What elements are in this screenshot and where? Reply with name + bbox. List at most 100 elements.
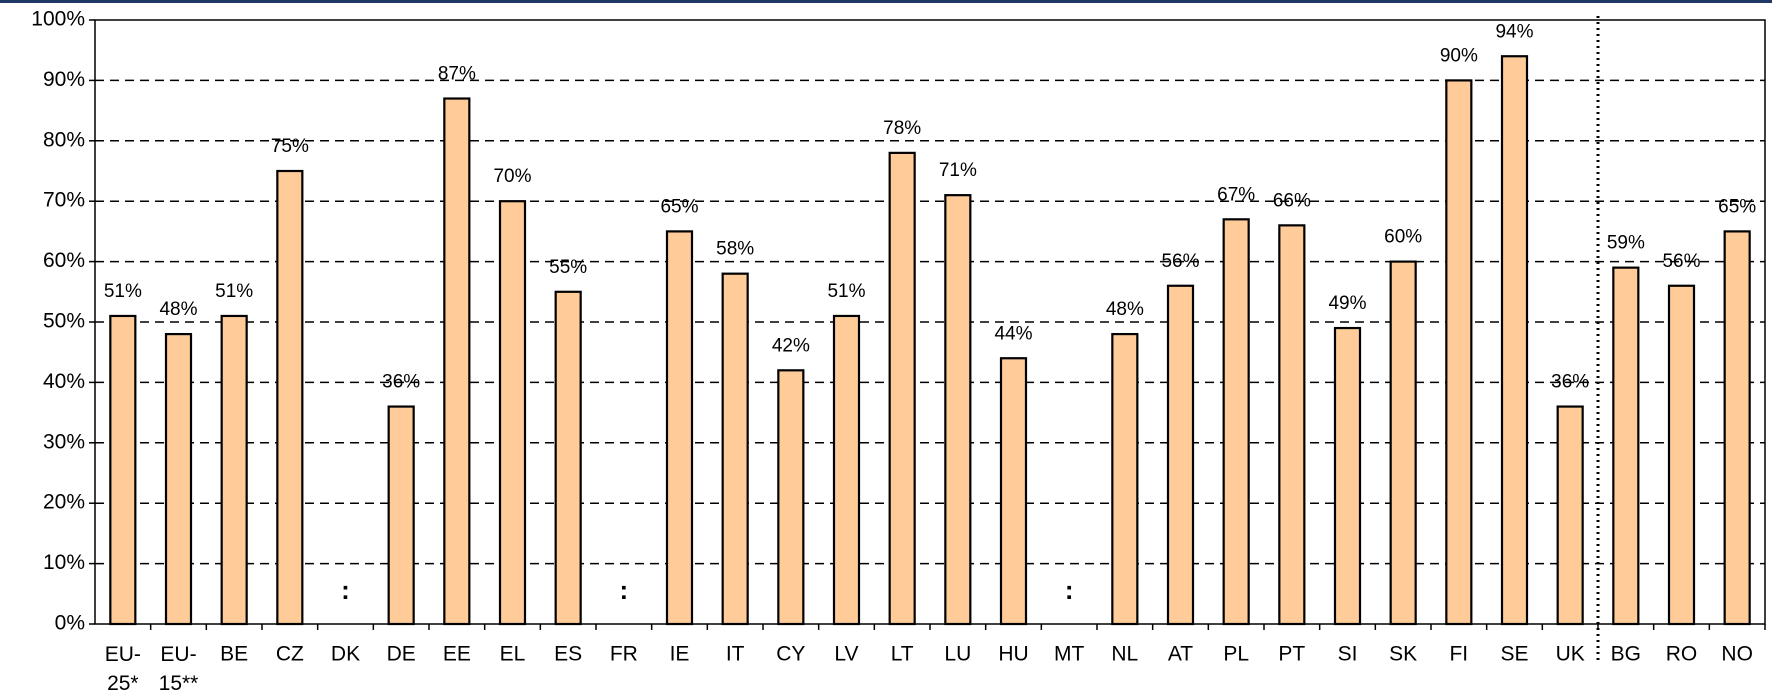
bar bbox=[1556, 405, 1584, 626]
x-tick-label: NO bbox=[1721, 643, 1753, 666]
x-tick-label-line: EU- bbox=[160, 643, 196, 666]
value-label: 67% bbox=[1217, 184, 1255, 205]
x-tick-label: IE bbox=[670, 643, 690, 666]
value-label: 44% bbox=[994, 323, 1032, 344]
y-tick-label: 0% bbox=[55, 612, 85, 635]
value-label: 36% bbox=[382, 372, 420, 393]
x-tick-label: DK bbox=[331, 643, 360, 666]
x-tick-label-line: 25* bbox=[107, 672, 139, 695]
x-tick-label: SK bbox=[1389, 643, 1417, 666]
bar bbox=[665, 230, 694, 626]
x-tick-label: FI bbox=[1449, 643, 1468, 666]
value-label: 58% bbox=[716, 239, 754, 260]
x-tick-label: EU- 25* bbox=[105, 643, 141, 695]
top-border bbox=[0, 0, 1772, 3]
value-label: 55% bbox=[549, 257, 587, 278]
bar bbox=[164, 332, 193, 626]
x-tick-label: EU- 15** bbox=[159, 643, 199, 695]
value-label: : bbox=[341, 575, 350, 605]
bar bbox=[1389, 260, 1417, 626]
value-label: 56% bbox=[1161, 251, 1199, 272]
bar bbox=[1500, 55, 1529, 626]
bar bbox=[1111, 332, 1139, 626]
x-tick-label: RO bbox=[1666, 643, 1698, 666]
x-tick-label: EE bbox=[443, 643, 471, 666]
y-tick-label: 80% bbox=[43, 128, 85, 151]
bar bbox=[1333, 326, 1362, 626]
y-tick-label: 60% bbox=[43, 249, 85, 272]
value-label: 42% bbox=[772, 335, 810, 356]
bar bbox=[443, 97, 471, 626]
value-label: 90% bbox=[1440, 45, 1478, 66]
value-label: 65% bbox=[660, 196, 698, 217]
x-tick-label: LT bbox=[891, 643, 914, 666]
x-tick-label: CZ bbox=[276, 643, 304, 666]
x-tick-label: AT bbox=[1168, 643, 1193, 666]
y-tick-label: 90% bbox=[43, 68, 85, 91]
value-label: 49% bbox=[1328, 293, 1366, 314]
value-label: 51% bbox=[104, 281, 142, 302]
x-tick-label: MT bbox=[1054, 643, 1084, 666]
value-label: 59% bbox=[1607, 233, 1645, 254]
value-label: 87% bbox=[438, 64, 476, 85]
x-tick-label: DE bbox=[387, 643, 416, 666]
y-tick-label: 10% bbox=[43, 551, 85, 574]
value-label: 78% bbox=[883, 118, 921, 139]
value-label: 36% bbox=[1551, 372, 1589, 393]
bar bbox=[1222, 218, 1250, 626]
bar bbox=[554, 290, 582, 626]
value-label: 51% bbox=[827, 281, 865, 302]
x-tick-label: BG bbox=[1611, 643, 1641, 666]
x-tick-label: HU bbox=[998, 643, 1028, 666]
bar bbox=[721, 272, 749, 626]
bar bbox=[1667, 284, 1696, 626]
x-tick-label: SE bbox=[1500, 643, 1528, 666]
bar bbox=[999, 357, 1028, 626]
x-tick-label: FR bbox=[610, 643, 638, 666]
bar bbox=[1278, 224, 1306, 626]
x-tick-label: NL bbox=[1111, 643, 1138, 666]
value-label: 94% bbox=[1495, 21, 1533, 42]
value-label: 71% bbox=[939, 160, 977, 181]
y-tick-label: 40% bbox=[43, 370, 85, 393]
x-tick-label-line: 15** bbox=[159, 672, 199, 695]
value-label: : bbox=[619, 575, 628, 605]
bar bbox=[276, 169, 304, 626]
value-label: 65% bbox=[1718, 196, 1756, 217]
bar bbox=[387, 405, 415, 626]
x-tick-label: BE bbox=[220, 643, 248, 666]
bar bbox=[832, 314, 861, 626]
bar bbox=[777, 369, 805, 626]
value-label: 70% bbox=[493, 166, 531, 187]
x-tick-label: PL bbox=[1223, 643, 1249, 666]
bar bbox=[498, 200, 527, 626]
value-label: 51% bbox=[215, 281, 253, 302]
value-label: 66% bbox=[1273, 190, 1311, 211]
bar bbox=[220, 314, 248, 626]
bar bbox=[944, 194, 972, 626]
x-tick-label: UK bbox=[1556, 643, 1585, 666]
bar bbox=[1445, 79, 1473, 626]
x-tick-label: IT bbox=[726, 643, 745, 666]
value-label: 48% bbox=[159, 299, 197, 320]
y-tick-label: 50% bbox=[43, 310, 85, 333]
value-label: 48% bbox=[1106, 299, 1144, 320]
value-label: 60% bbox=[1384, 227, 1422, 248]
value-label: 75% bbox=[271, 136, 309, 157]
bar bbox=[1166, 284, 1195, 626]
y-tick-label: 70% bbox=[43, 189, 85, 212]
x-tick-label-line: EU- bbox=[105, 643, 141, 666]
bar bbox=[1723, 230, 1751, 626]
x-tick-label: SI bbox=[1338, 643, 1358, 666]
y-tick-label: 100% bbox=[31, 8, 85, 31]
x-tick-label: ES bbox=[554, 643, 582, 666]
value-label: 56% bbox=[1662, 251, 1700, 272]
x-tick-label: PT bbox=[1278, 643, 1305, 666]
y-tick-label: 20% bbox=[43, 491, 85, 514]
bar bbox=[109, 314, 137, 626]
x-tick-label: EL bbox=[500, 643, 526, 666]
x-tick-label: LV bbox=[834, 643, 858, 666]
bar bbox=[888, 151, 916, 626]
x-tick-label: CY bbox=[776, 643, 805, 666]
